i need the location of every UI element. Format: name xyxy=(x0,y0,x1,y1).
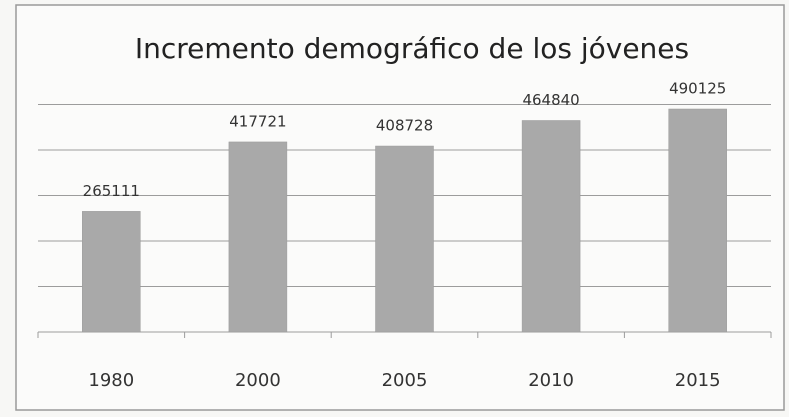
bar xyxy=(82,211,141,333)
x-tick-label: 2000 xyxy=(235,370,281,391)
x-tick-label: 2010 xyxy=(528,370,574,391)
bar xyxy=(228,141,288,333)
data-label: 490125 xyxy=(669,79,726,97)
x-tick-label: 2005 xyxy=(382,370,428,391)
x-tick-label: 2015 xyxy=(675,370,721,391)
bar xyxy=(668,108,727,333)
x-tick-label: 1980 xyxy=(88,370,134,391)
chart-title: Incremento demográfico de los jóvenes xyxy=(135,32,689,65)
data-label: 408728 xyxy=(376,117,433,135)
bar xyxy=(375,145,434,333)
data-label: 417721 xyxy=(229,112,286,130)
bar xyxy=(521,120,581,333)
data-label: 464840 xyxy=(522,91,579,109)
data-label: 265111 xyxy=(83,182,140,200)
